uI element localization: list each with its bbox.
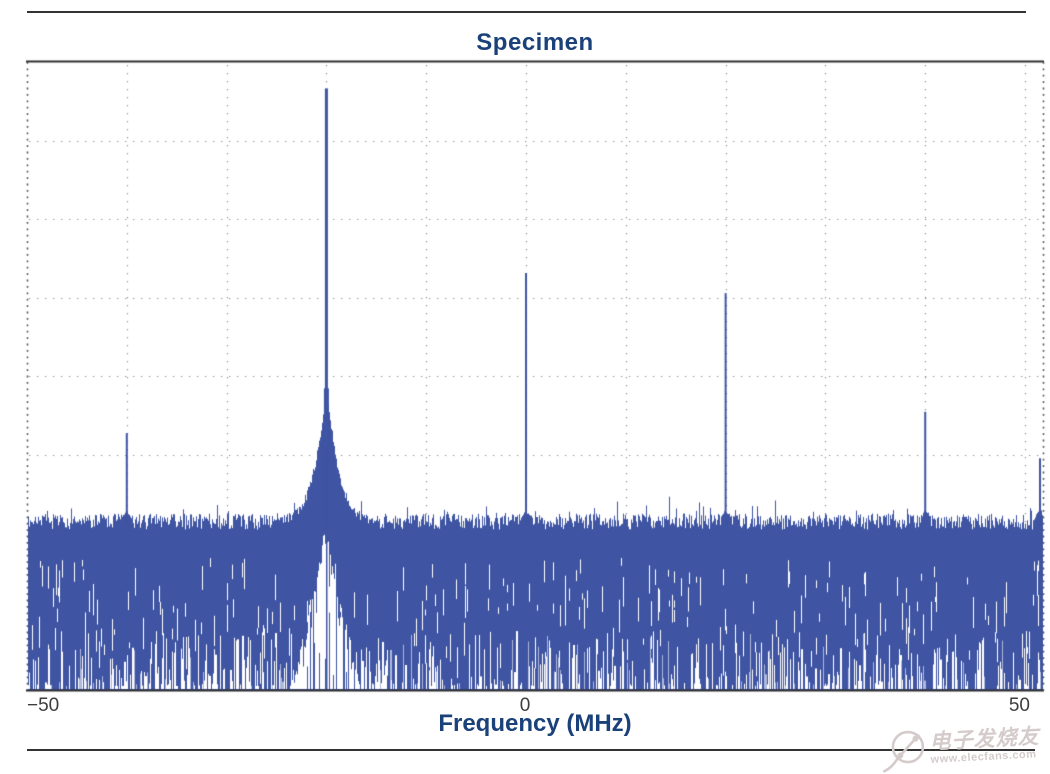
x-tick-pos50: 50 xyxy=(1008,695,1030,716)
x-tick-zero: 0 xyxy=(519,695,531,716)
watermark-text: 电子发烧友 www.elecfans.com xyxy=(929,725,1041,766)
circuit-slingshot-icon xyxy=(882,730,925,773)
x-tick-neg50: −50 xyxy=(27,695,60,716)
x-axis-label: Frequency (MHz) xyxy=(438,710,632,737)
bottom-rule xyxy=(27,749,1035,751)
watermark: 电子发烧友 www.elecfans.com xyxy=(881,718,1050,774)
